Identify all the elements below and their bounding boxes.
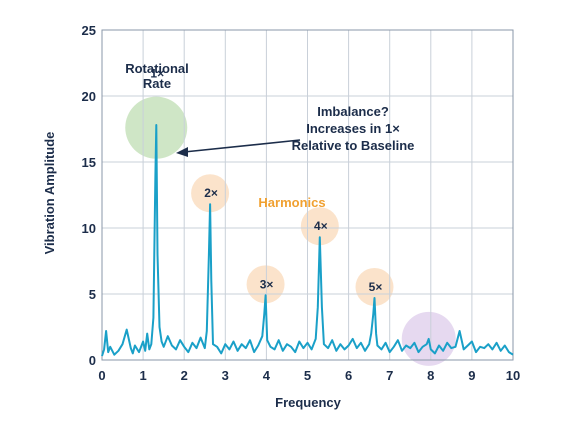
spectrum-line: [101, 124, 514, 357]
x-tick-label: 3: [222, 368, 229, 383]
peak-5x-label: 5×: [369, 280, 383, 294]
y-tick-label: 25: [82, 23, 96, 38]
x-tick-label: 7: [386, 368, 393, 383]
y-tick-label: 5: [89, 287, 96, 302]
x-tick-label: 8: [427, 368, 434, 383]
y-axis-title: Vibration Amplitude: [42, 132, 57, 255]
imbalance-note-line3: Relative to Baseline: [292, 138, 415, 153]
peak-1x-label: 1×: [150, 67, 164, 81]
x-axis-title: Frequency: [275, 395, 342, 410]
y-tick-label: 0: [89, 353, 96, 368]
peak-2x-label: 2×: [204, 186, 218, 200]
x-tick-label: 2: [181, 368, 188, 383]
peak-5x-highlight: [355, 267, 394, 306]
x-tick-label: 10: [506, 368, 520, 383]
peak-4x-label: 4×: [314, 219, 328, 233]
y-tick-label: 20: [82, 89, 96, 104]
x-tick-label: 0: [98, 368, 105, 383]
peak-2x-highlight: [191, 174, 230, 213]
plot-frame: [101, 29, 514, 361]
x-tick-label: 9: [468, 368, 475, 383]
rotational-rate-label-line1: Rotational: [125, 61, 189, 76]
x-tick-label: 1: [139, 368, 146, 383]
ticks: 0 1 2 3 4 5 6 7 8 9 10 0 5 10 15 20 25: [82, 23, 521, 383]
imbalance-note-line1: Imbalance?: [317, 104, 389, 119]
x-tick-label: 6: [345, 368, 352, 383]
y-tick-label: 10: [82, 221, 96, 236]
imbalance-note-line2: Increases in 1×: [306, 121, 400, 136]
peak-3x-label: 3×: [260, 277, 274, 291]
imbalance-arrow: [183, 139, 301, 153]
series-layer: [101, 124, 514, 357]
y-tick-label: 15: [82, 155, 96, 170]
imbalance-arrow-head: [176, 147, 188, 157]
annotations: Rotational Rate Imbalance? Increases in …: [42, 61, 414, 410]
peak-4x-highlight: [300, 207, 339, 246]
rotational-rate-label-line2: Rate: [143, 76, 171, 91]
harmonics-label: Harmonics: [258, 195, 325, 210]
x-tick-label: 5: [304, 368, 311, 383]
x-tick-label: 4: [263, 368, 271, 383]
